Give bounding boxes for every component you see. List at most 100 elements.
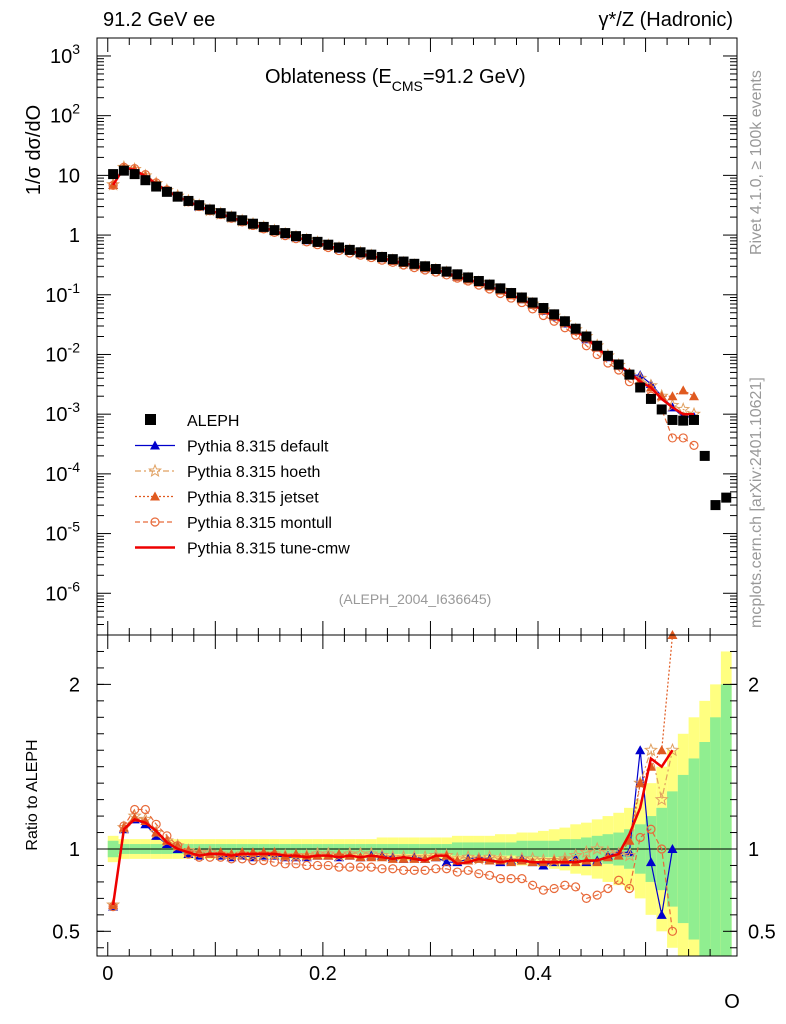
aleph-point [667,414,678,425]
legend-label: Pythia 8.315 tune-cmw [187,541,350,558]
ratio-point-3 [302,860,312,871]
aleph-point [172,191,183,202]
aleph-point [516,292,527,303]
ratio-point-1 [235,846,250,860]
ratio-panel [106,630,680,936]
aleph-point [495,283,506,294]
mcplots-label: mcplots.cern.ch [arXiv:2401.10621] [748,377,765,628]
ratio-point-3 [452,867,462,877]
aleph-point [473,276,484,287]
ratio-point-3 [366,862,376,872]
legend-marker [150,491,160,501]
ratio-point-1 [267,846,282,860]
legend-marker [148,463,162,478]
ratio-point-3 [624,883,635,894]
ratio-point-3 [420,865,430,876]
ratio-point-3 [162,831,172,841]
aleph-point [387,254,398,265]
ratio-tick-label: 0.5 [52,921,80,943]
ratio-point-3 [603,883,613,894]
ratio-point-3 [592,890,602,900]
legend-marker [150,517,160,527]
aleph-point [710,500,721,511]
model-point-3 [678,433,688,443]
ratio-tick-label-right: 1 [748,839,759,861]
ratio-point-3 [538,885,548,895]
aleph-point [527,297,538,308]
aleph-point [237,215,248,226]
ratio-point-3 [495,874,505,884]
ratio-point-2 [624,835,635,845]
aleph-point [280,228,291,239]
y-tick-label: 102 [50,101,80,128]
aleph-point [430,264,441,275]
aleph-point [398,256,409,267]
aleph-point [656,404,667,415]
ratio-point-3 [334,862,344,872]
aleph-point [645,393,656,404]
ratio-frame [96,634,738,957]
aleph-point [323,239,334,250]
model-point-3 [667,433,678,443]
model-point-2 [667,391,678,401]
legend: ALEPH Pythia 8.315 default Pythia 8.315 ho… [135,413,350,558]
y-tick-label: 10 [58,165,80,187]
aleph-point [215,208,226,219]
ratio-point-3 [269,857,280,867]
aleph-point [301,233,312,244]
legend-label: ALEPH [187,413,239,430]
ratio-point-1 [622,848,637,862]
ratio-point-3 [485,870,495,880]
aleph-point [688,414,699,425]
model-point-1 [676,402,691,416]
aleph-point [355,247,366,258]
x-tick-label: 0 [102,963,113,985]
legend-label: Pythia 8.315 montull [187,515,332,532]
y-axis-label: 1/σ dσ/dO [23,105,45,195]
ratio-point-3 [614,875,624,885]
ratio-point-3 [560,880,570,890]
ratio-point-1 [643,742,659,757]
ratio-point-1 [665,742,680,757]
ratio-point-3 [646,824,656,834]
energy-label: 91.2 GeV ee [103,9,215,31]
model-point-2 [688,391,699,401]
aleph-point [290,231,301,242]
aleph-point [420,261,431,272]
aleph-point [581,331,592,342]
ratio-point-3 [140,804,151,815]
x-tick-label: 0.4 [524,963,552,985]
aleph-point [538,303,549,314]
ratio-point-3 [441,864,452,874]
legend-marker [150,440,160,450]
y-tick-label: 10-2 [45,339,80,366]
ratio-point-3 [657,844,667,854]
ratio-point-3 [280,859,290,869]
ratio-axis-label: Ratio to ALEPH [24,739,41,850]
legend-marker-aleph [145,414,156,425]
ratio-point-2 [656,745,667,755]
aleph-point [344,244,355,255]
ratio-point-3 [635,832,645,843]
ratio-point-3 [463,865,473,876]
aleph-point [204,204,215,215]
ratio-point-3 [388,864,398,874]
ratio-tick-label: 2 [69,674,80,696]
legend-label: Pythia 8.315 default [187,439,329,456]
aleph-point [194,200,205,211]
legend-label: Pythia 8.315 jetset [187,490,319,507]
ratio-point-3 [194,852,204,862]
aleph-point [570,323,581,334]
ratio-point-3 [130,804,140,815]
y-tick-label: 10-5 [45,519,80,546]
ratio-point-3 [517,874,527,884]
ratio-tick-label: 1 [69,839,80,861]
x-axis-label: O [724,991,740,1013]
aleph-point [226,211,237,222]
aleph-point [452,269,463,280]
aleph-point [602,350,613,361]
y-tick-label: 103 [50,41,80,68]
ratio-point-3 [431,864,441,874]
